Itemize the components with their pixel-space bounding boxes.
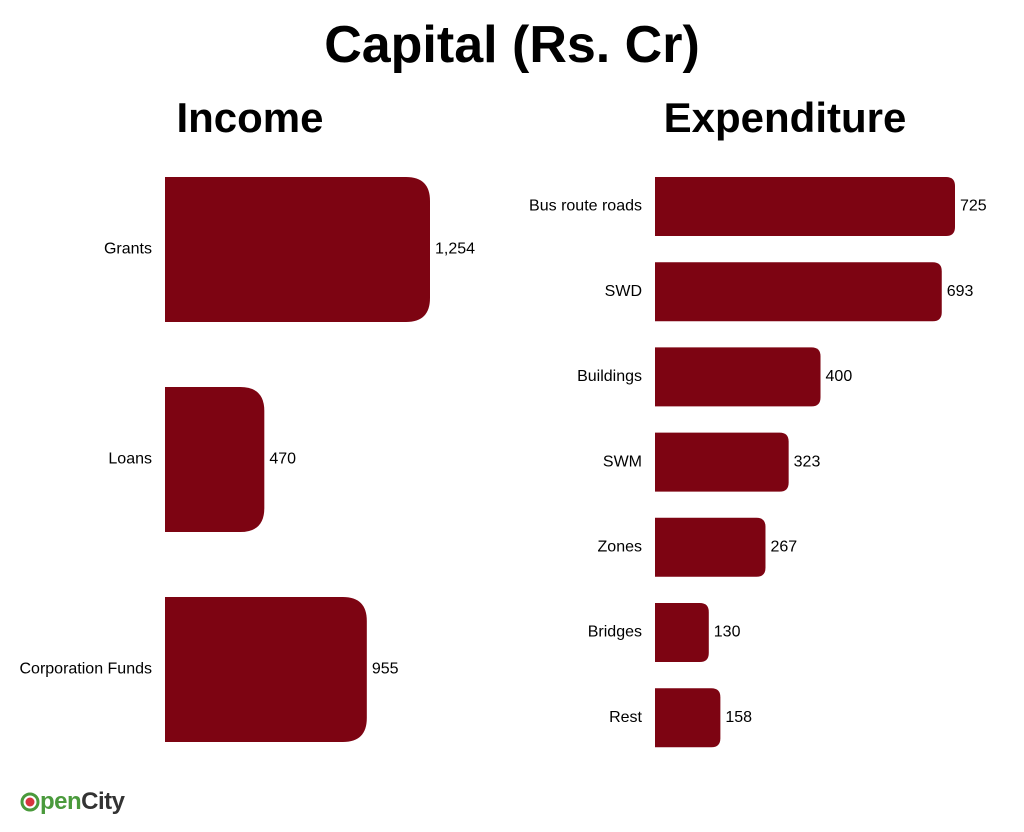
income-category-label-2: Corporation Funds: [19, 661, 152, 678]
expenditure-category-label-4: Zones: [598, 539, 642, 556]
expenditure-bar-1: [655, 262, 942, 322]
income-category-label-0: Grants: [104, 241, 152, 258]
income-bar-2: [165, 597, 367, 742]
expenditure-value-label-3: 323: [794, 453, 821, 470]
logo-wordmark: penCity: [40, 788, 125, 816]
expenditure-category-label-0: Bus route roads: [529, 198, 642, 215]
income-category-label-1: Loans: [108, 451, 152, 468]
expenditure-value-label-2: 400: [826, 368, 853, 385]
expenditure-bar-2: [655, 347, 821, 407]
logo-city-text: City: [81, 788, 125, 815]
logo-open-text: pen: [40, 788, 82, 815]
expenditure-value-label-5: 130: [714, 624, 741, 641]
expenditure-bar-4: [655, 517, 766, 577]
income-value-label-2: 955: [372, 661, 399, 678]
expenditure-value-label-6: 158: [725, 709, 752, 726]
income-bar-1: [165, 387, 265, 532]
opencity-logo: penCity: [20, 786, 125, 818]
expenditure-bar-6: [655, 688, 721, 748]
expenditure-value-label-4: 267: [770, 539, 797, 556]
expenditure-category-label-3: SWM: [603, 453, 642, 470]
expenditure-category-label-6: Rest: [609, 709, 642, 726]
expenditure-panel-title: Expenditure: [663, 94, 907, 141]
income-panel-title: Income: [176, 94, 324, 141]
income-value-label-0: 1,254: [435, 241, 475, 258]
expenditure-value-label-1: 693: [947, 283, 974, 300]
income-bar-0: [165, 177, 430, 322]
opencity-logo-icon: [20, 792, 40, 812]
expenditure-bar-3: [655, 432, 789, 492]
expenditure-bar-0: [655, 177, 955, 236]
expenditure-category-label-2: Buildings: [577, 368, 642, 385]
chart-main-title: Capital (Rs. Cr): [324, 16, 700, 74]
expenditure-category-label-5: Bridges: [588, 624, 642, 641]
expenditure-category-label-1: SWD: [605, 283, 642, 300]
expenditure-value-label-0: 725: [960, 198, 987, 215]
expenditure-bar-5: [655, 603, 709, 662]
income-value-label-1: 470: [269, 451, 296, 468]
